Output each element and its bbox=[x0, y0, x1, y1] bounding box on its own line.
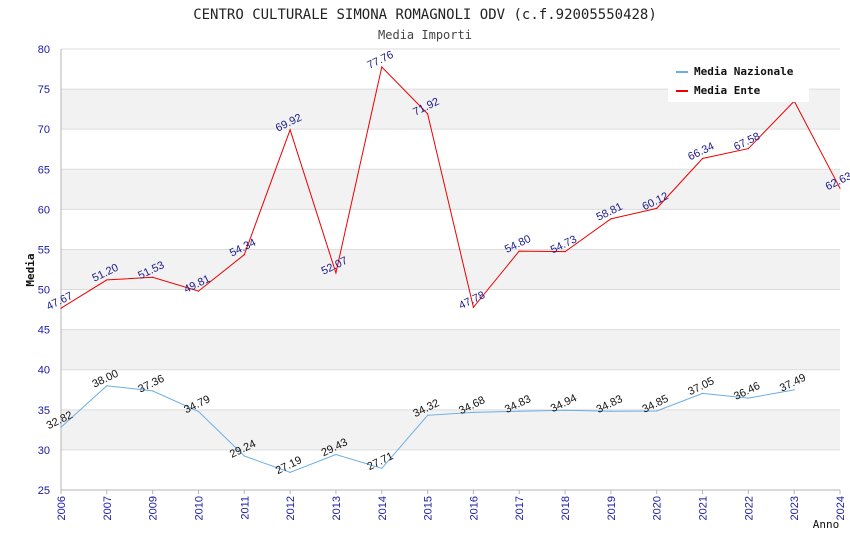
x-tick-label: 2012 bbox=[285, 496, 297, 520]
y-tick-label: 35 bbox=[38, 405, 50, 417]
y-tick-label: 60 bbox=[38, 204, 50, 216]
y-tick-label: 55 bbox=[38, 244, 50, 256]
data-point bbox=[656, 207, 658, 210]
x-tick-label: 2010 bbox=[193, 496, 205, 520]
y-tick-label: 25 bbox=[38, 485, 50, 497]
x-tick-label: 2024 bbox=[835, 496, 847, 520]
series-line-1 bbox=[60, 65, 841, 309]
y-tick-label: 80 bbox=[38, 44, 50, 56]
data-point bbox=[426, 113, 429, 115]
grid-band bbox=[61, 409, 840, 450]
y-tick-label: 40 bbox=[38, 365, 50, 377]
x-tick-label: 2013 bbox=[331, 496, 343, 520]
x-tick-label: 2015 bbox=[423, 496, 435, 520]
data-point bbox=[564, 409, 566, 411]
x-tick-label: 2017 bbox=[514, 496, 526, 520]
y-tick-label: 30 bbox=[38, 445, 50, 457]
y-tick-label: 75 bbox=[38, 84, 50, 96]
data-point bbox=[289, 129, 291, 131]
data-point bbox=[518, 250, 520, 252]
legend-label-nazionale: Media Nazionale bbox=[694, 65, 794, 78]
data-point bbox=[197, 410, 200, 413]
y-tick-label: 50 bbox=[38, 285, 50, 297]
data-point bbox=[381, 467, 383, 469]
data-point bbox=[60, 307, 62, 309]
x-tick-label: 2016 bbox=[468, 496, 480, 520]
chart-title: CENTRO CULTURALE SIMONA ROMAGNOLI ODV (c… bbox=[193, 7, 657, 23]
data-point bbox=[152, 390, 154, 392]
x-tick-label: 2006 bbox=[56, 496, 68, 520]
data-point bbox=[610, 410, 612, 412]
data-point bbox=[289, 471, 291, 474]
x-axis-ticks: 2006 2007 2009 2010 2011 2012 2013 2014 2015 2016… bbox=[56, 490, 847, 520]
data-point bbox=[243, 455, 245, 457]
grid-band bbox=[61, 169, 840, 210]
y-tick-label: 45 bbox=[38, 325, 50, 337]
x-tick-label: 2021 bbox=[698, 496, 710, 520]
y-tick-label: 70 bbox=[38, 124, 50, 136]
data-point bbox=[335, 453, 337, 456]
data-point bbox=[472, 411, 475, 413]
data-point bbox=[793, 389, 795, 391]
grid-band bbox=[61, 329, 840, 370]
data-point bbox=[106, 279, 108, 281]
x-tick-label: 2018 bbox=[560, 496, 572, 520]
chart-subtitle: Media Importi bbox=[378, 28, 472, 42]
legend-label-ente: Media Ente bbox=[694, 84, 761, 97]
y-axis-ticks: 25 30 35 40 45 50 55 60 65 70 75 80 bbox=[38, 44, 50, 497]
data-point bbox=[426, 414, 429, 416]
x-tick-label: 2020 bbox=[652, 496, 664, 520]
x-tick-label: 2007 bbox=[102, 496, 114, 520]
data-point bbox=[152, 276, 154, 278]
data-point bbox=[381, 66, 383, 68]
data-point bbox=[243, 254, 245, 256]
data-point bbox=[701, 392, 704, 394]
x-tick-label: 2009 bbox=[148, 496, 160, 520]
data-point bbox=[610, 218, 612, 220]
data-point bbox=[656, 410, 658, 412]
series-lines bbox=[60, 65, 841, 474]
data-point bbox=[106, 385, 108, 387]
data-point bbox=[701, 157, 704, 160]
grid-bands bbox=[61, 89, 840, 450]
data-point bbox=[747, 147, 749, 150]
data-point bbox=[564, 251, 566, 253]
data-point bbox=[197, 290, 200, 292]
x-tick-label: 2022 bbox=[743, 496, 755, 520]
x-tick-label: 2014 bbox=[377, 496, 389, 520]
data-point bbox=[472, 306, 475, 308]
data-point bbox=[335, 272, 337, 274]
data-point bbox=[60, 426, 62, 428]
legend: Media Nazionale Media Ente bbox=[668, 60, 809, 102]
data-point bbox=[747, 397, 749, 399]
x-tick-label: 2019 bbox=[606, 496, 618, 520]
x-tick-label: 2023 bbox=[789, 496, 801, 520]
grid-band bbox=[61, 249, 840, 290]
y-tick-label: 65 bbox=[38, 164, 50, 176]
data-point bbox=[839, 187, 841, 189]
legend-background bbox=[668, 60, 809, 102]
x-axis-label: Anno bbox=[813, 518, 840, 531]
y-axis-label: Media bbox=[24, 253, 37, 286]
x-tick-label: 2011 bbox=[239, 496, 251, 520]
data-point bbox=[518, 410, 520, 412]
